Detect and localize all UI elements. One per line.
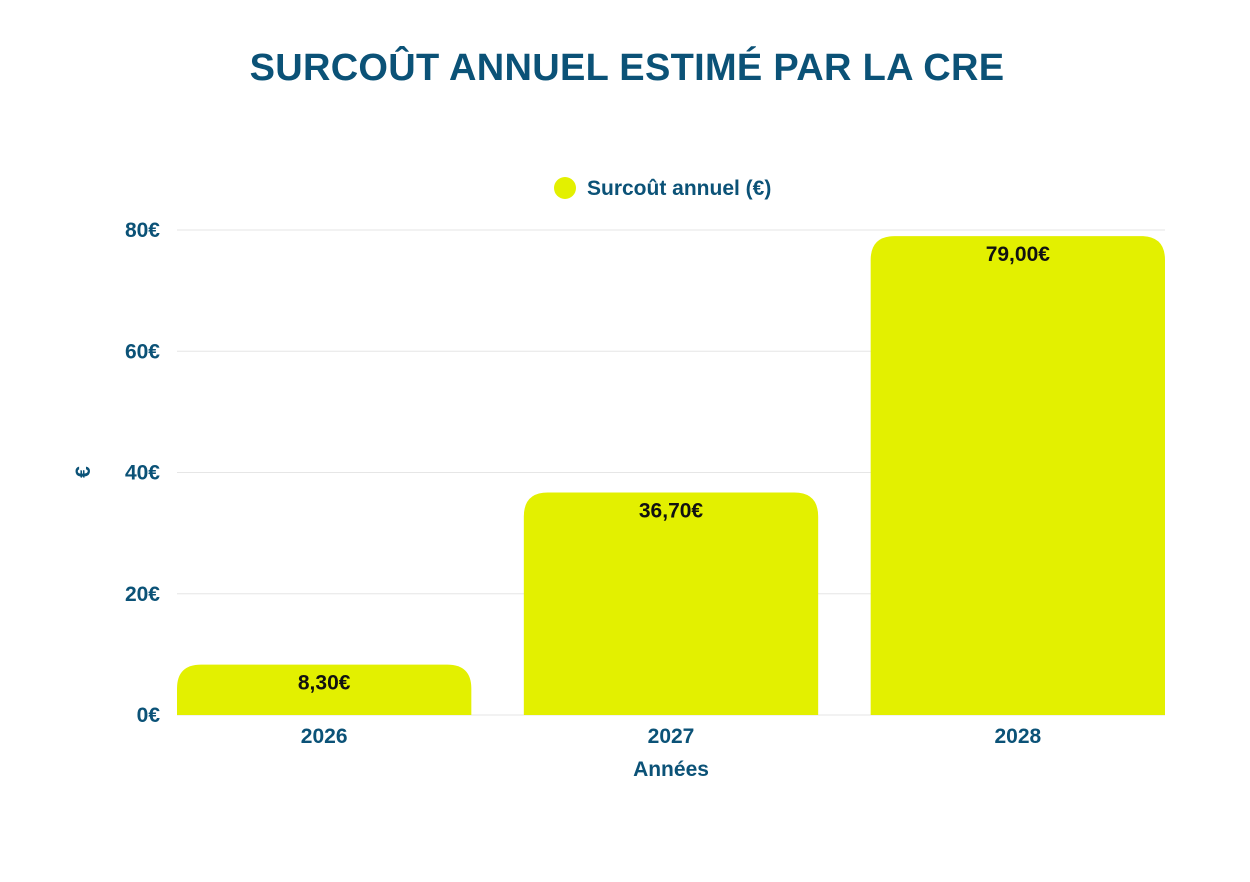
x-tick-label: 2028 [994,725,1041,748]
y-tick-label: 60€ [125,340,160,363]
bar-2027 [523,492,819,715]
x-axis-title: Années [633,758,709,781]
data-label-2026: 8,30€ [298,672,351,695]
x-tick-label: 2026 [301,725,348,748]
legend-label: Surcoût annuel (€) [587,177,771,200]
y-tick-label: 40€ [125,462,160,485]
x-tick-label: 2027 [648,725,695,748]
y-axis-ticks: 0€ 20€ 40€ 60€ 80€ [125,219,160,727]
y-tick-label: 0€ [137,704,161,727]
bars [177,236,1165,715]
y-tick-label: 20€ [125,583,160,606]
legend-swatch [554,177,576,199]
bar-2026 [177,664,472,715]
data-label-2027: 36,70€ [639,500,704,523]
y-tick-label: 80€ [125,219,160,242]
data-labels: 8,30€ 36,70€ 79,00€ [298,243,1050,695]
chart-title: SURCOÛT ANNUEL ESTIMÉ PAR LA CRE [250,44,1005,89]
data-label-2028: 79,00€ [986,243,1051,266]
legend: Surcoût annuel (€) [554,177,771,200]
x-axis-ticks: 2026 2027 2028 [301,725,1042,748]
y-axis-title: € [72,466,95,478]
bar-2028 [870,236,1165,715]
